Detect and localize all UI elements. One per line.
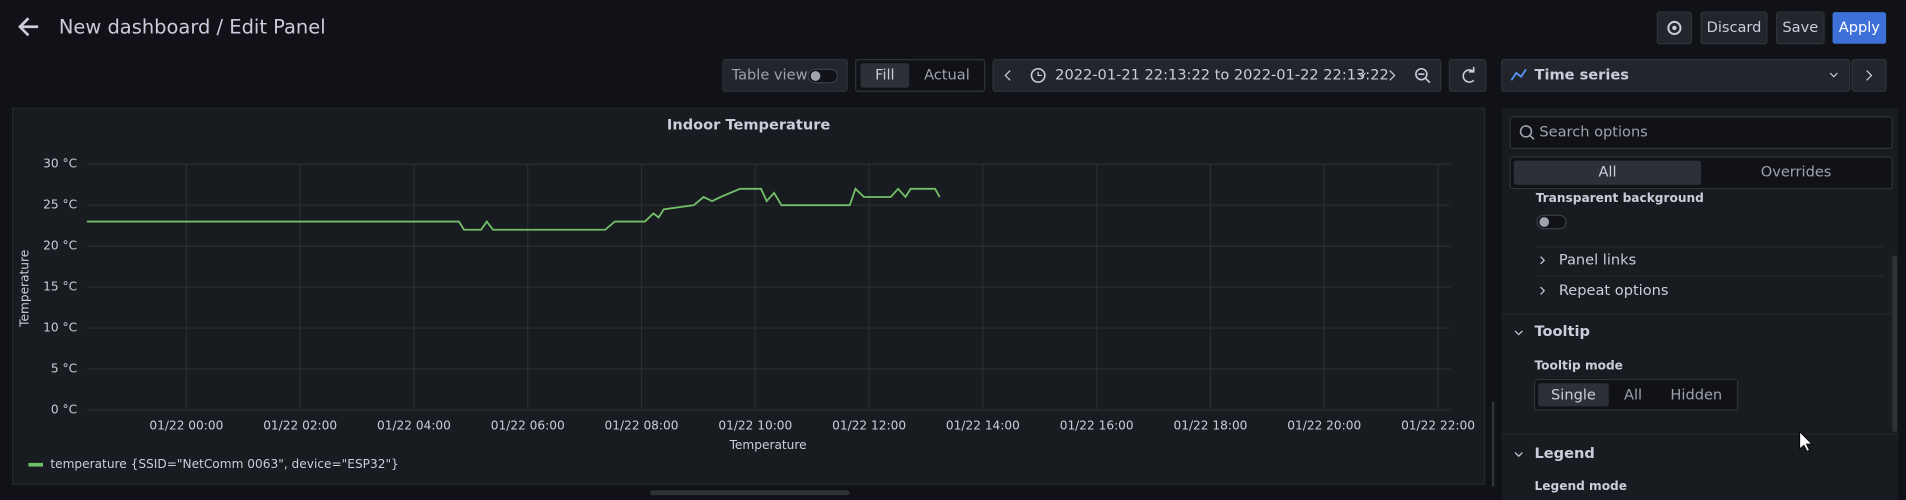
x-tick-label: 01/22 08:00 [605,418,679,432]
section-title[interactable]: Tooltip [1535,323,1590,340]
series-line [86,187,941,231]
clock-icon [1030,67,1046,83]
apply-label[interactable]: Apply [1839,19,1881,36]
mouse-cursor [1799,430,1813,452]
mode-label[interactable]: Single [1551,386,1596,403]
discard-button[interactable] [1700,11,1768,45]
table-view-label[interactable]: Table view [731,66,808,83]
tab-all-label[interactable]: All [1598,164,1616,181]
toggle-knob [810,71,821,81]
clock-hands [1037,71,1042,77]
y-axis-label: Temperature [17,250,31,328]
discard-label[interactable]: Discard [1707,19,1762,36]
y-tick-label: 25 °C [43,198,77,212]
chart-panel [12,107,1486,485]
visualization-picker[interactable] [1501,59,1851,92]
fill-button[interactable] [860,63,910,88]
tab-overrides-label[interactable]: Overrides [1761,164,1832,181]
chevron[interactable] [1540,286,1546,295]
y-tick-label: 15 °C [43,280,77,294]
chevron[interactable] [1540,256,1546,265]
field-label: Legend mode [1535,479,1628,493]
legend-label: temperature {SSID="NetComm 0063", device… [50,457,398,471]
save-label[interactable]: Save [1782,19,1818,36]
mode-single[interactable] [1538,383,1609,407]
time-picker[interactable] [992,59,1442,92]
back-button[interactable] [18,17,39,37]
x-tick-label: 01/22 02:00 [263,418,337,432]
viz-icon [1510,68,1527,81]
viz-caret[interactable] [1829,72,1838,78]
zoom-out[interactable] [1415,67,1431,84]
x-tick-label: 01/22 20:00 [1287,418,1361,432]
search-placeholder[interactable]: Search options [1539,124,1647,141]
tab-all[interactable] [1513,160,1702,185]
cut-option-label: Transparent background [1536,191,1704,205]
fill-label[interactable]: Fill [875,66,894,83]
option-item[interactable]: Repeat options [1559,282,1669,299]
mode-label[interactable]: All [1624,386,1642,403]
option-item[interactable]: Panel links [1559,251,1636,268]
panel-resize-handle[interactable] [650,490,850,496]
apply-button[interactable] [1832,12,1887,44]
collapse-options[interactable] [1851,59,1887,92]
scrollbar[interactable] [1892,255,1898,432]
y-tick-label: 10 °C [43,321,77,335]
chevron[interactable] [1514,330,1523,336]
time-back[interactable] [1004,70,1011,81]
x-tick-label: 01/22 04:00 [377,418,451,432]
mode-label[interactable]: Hidden [1670,386,1722,403]
time-range[interactable]: 2022-01-21 22:13:22 to 2022-01-22 22:13:… [1055,66,1389,83]
section-title[interactable]: Legend [1535,445,1595,462]
visualization-name[interactable]: Time series [1535,66,1629,83]
x-tick-label: 01/22 22:00 [1401,418,1475,432]
actual-label[interactable]: Actual [924,66,970,83]
y-tick-label: 30 °C [43,157,77,171]
x-tick-label: 01/22 18:00 [1174,418,1248,432]
x-axis-label: Temperature [729,438,807,452]
refresh-button[interactable] [1448,59,1487,92]
x-tick-label: 01/22 00:00 [149,418,223,432]
y-tick-label: 20 °C [43,239,77,253]
chart: Indoor Temperature Temperature Temperatu… [17,116,1475,471]
page-title: New dashboard / Edit Panel [59,15,326,38]
x-tick-label: 01/22 16:00 [1060,418,1134,432]
x-tick-label: 01/22 10:00 [718,418,792,432]
toggle-knob [1539,217,1550,227]
search-icon [1519,125,1533,138]
splitter[interactable] [1491,401,1495,487]
x-tick-label: 01/22 06:00 [491,418,565,432]
refresh-icon [1462,66,1475,83]
time-caret[interactable] [1357,72,1366,78]
field-label: Tooltip mode [1535,359,1623,373]
collapse-icon [1866,70,1873,81]
chevron[interactable] [1514,452,1523,458]
x-tick-label: 01/22 12:00 [832,418,906,432]
search-icon-handle [1529,135,1535,140]
chart-title: Indoor Temperature [667,116,831,133]
x-tick-label: 01/22 14:00 [946,418,1020,432]
y-tick-label: 0 °C [51,402,77,416]
settings-button[interactable] [1656,11,1693,45]
search-box[interactable] [1509,116,1893,150]
save-button[interactable] [1775,11,1825,45]
time-forward[interactable] [1389,70,1396,81]
y-tick-label: 5 °C [51,362,77,376]
